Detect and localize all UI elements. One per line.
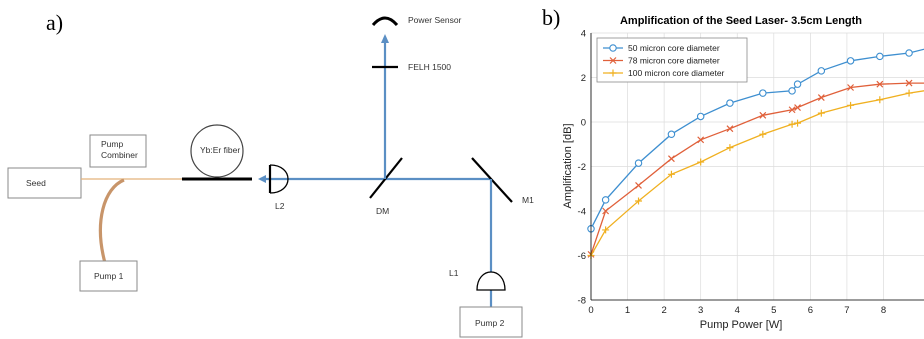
power-sensor-icon <box>371 16 399 27</box>
data-point <box>788 87 796 95</box>
data-point <box>793 80 802 88</box>
power-sensor-label: Power Sensor <box>408 15 462 25</box>
filter-label: FELH 1500 <box>408 62 451 72</box>
legend-marker <box>609 69 617 77</box>
panel-a-label: a) <box>46 10 63 35</box>
data-point <box>726 125 734 133</box>
x-tick-label: 1 <box>625 305 630 316</box>
data-point <box>846 57 855 65</box>
legend-label: 100 micron core diameter <box>628 68 725 78</box>
panel-b: b) Amplification of the Seed Laser- 3.5c… <box>542 5 924 331</box>
legend-marker <box>609 44 617 52</box>
x-tick-label: 4 <box>735 305 740 316</box>
legend-marker <box>609 57 617 64</box>
l2-label: L2 <box>275 201 285 211</box>
data-point <box>817 94 825 101</box>
data-point <box>759 111 767 119</box>
data-point <box>905 49 913 57</box>
y-tick-label: 2 <box>581 73 586 84</box>
data-point <box>697 158 705 166</box>
data-point <box>667 130 676 138</box>
data-point <box>697 136 705 144</box>
pump-combiner-label-line1: Pump <box>101 139 123 149</box>
data-point <box>602 226 610 234</box>
series-line <box>590 48 924 230</box>
beam-arrowhead-up <box>381 34 389 43</box>
tick-labels: -8 -6 -4 -2 0 2 4 0 1 2 3 4 5 6 7 8 <box>578 29 887 317</box>
data-point <box>668 155 675 163</box>
legend: 50 micron core diameter 78 micron core di… <box>596 37 748 83</box>
data-point <box>788 120 796 128</box>
pump2-label: Pump 2 <box>475 318 505 328</box>
chart-title: Amplification of the Seed Laser- 3.5cm L… <box>620 15 862 27</box>
m1-label: M1 <box>522 195 534 205</box>
data-point <box>759 130 767 138</box>
fiber-coil <box>190 124 244 178</box>
fiber-label: Yb:Er fiber <box>200 145 240 155</box>
data-point <box>788 106 796 114</box>
panel-a: a) Seed Pump Combiner Pump 1 Yb:Er fiber… <box>7 10 534 338</box>
y-tick-label: -4 <box>578 207 586 218</box>
data-point <box>847 101 855 109</box>
data-point <box>635 197 643 205</box>
x-tick-label: 7 <box>844 305 849 316</box>
y-tick-label: 4 <box>581 29 586 40</box>
x-axis-label: Pump Power [W] <box>700 319 783 331</box>
y-tick-label: -8 <box>578 296 586 307</box>
x-tick-label: 2 <box>661 305 666 316</box>
data-point <box>876 80 884 88</box>
legend-label: 78 micron core diameter <box>628 56 720 66</box>
pump1-fiber <box>98 178 125 264</box>
x-tick-label: 3 <box>698 305 703 316</box>
legend-label: 50 micron core diameter <box>628 43 720 53</box>
data-point <box>905 79 913 87</box>
legend-entries: 50 micron core diameter 78 micron core di… <box>603 43 725 78</box>
data-point <box>759 89 767 97</box>
pump1-label: Pump 1 <box>94 271 124 281</box>
data-point <box>817 67 826 75</box>
x-tick-label: 8 <box>881 305 886 316</box>
x-tick-label: 5 <box>771 305 776 316</box>
data-point <box>905 89 913 97</box>
data-point <box>602 207 610 215</box>
lens-l2 <box>269 164 289 194</box>
data-point <box>726 144 734 152</box>
seed-box <box>7 167 82 199</box>
data-point <box>696 112 705 121</box>
data-point <box>817 109 825 117</box>
pump1-box <box>79 260 138 292</box>
data-point <box>726 99 734 107</box>
series-line <box>590 90 924 256</box>
series-line <box>590 82 924 255</box>
lens-l1 <box>476 271 506 291</box>
beam-arrowhead-left <box>258 175 266 183</box>
pump2-box <box>459 306 523 338</box>
pump-combiner-label-line2: Combiner <box>101 150 138 160</box>
data-point <box>601 196 610 204</box>
data-point <box>667 170 675 178</box>
x-tick-label: 6 <box>808 305 813 316</box>
data-point <box>635 181 642 189</box>
seed-label: Seed <box>26 178 46 188</box>
data-point <box>794 119 802 127</box>
panel-b-label: b) <box>542 5 560 30</box>
y-tick-label: 0 <box>581 118 586 129</box>
dm-label: DM <box>376 206 389 216</box>
l1-label: L1 <box>449 268 459 278</box>
data-point <box>876 52 884 61</box>
data-point <box>634 159 643 167</box>
x-tick-label: 0 <box>588 305 593 316</box>
y-axis-label: Amplification [dB] <box>562 124 574 209</box>
data-point <box>847 84 854 91</box>
y-tick-label: -2 <box>578 162 586 173</box>
y-tick-label: -6 <box>578 251 586 262</box>
data-point <box>876 96 884 104</box>
data-point <box>794 104 801 111</box>
pump-combiner-box <box>89 134 147 168</box>
